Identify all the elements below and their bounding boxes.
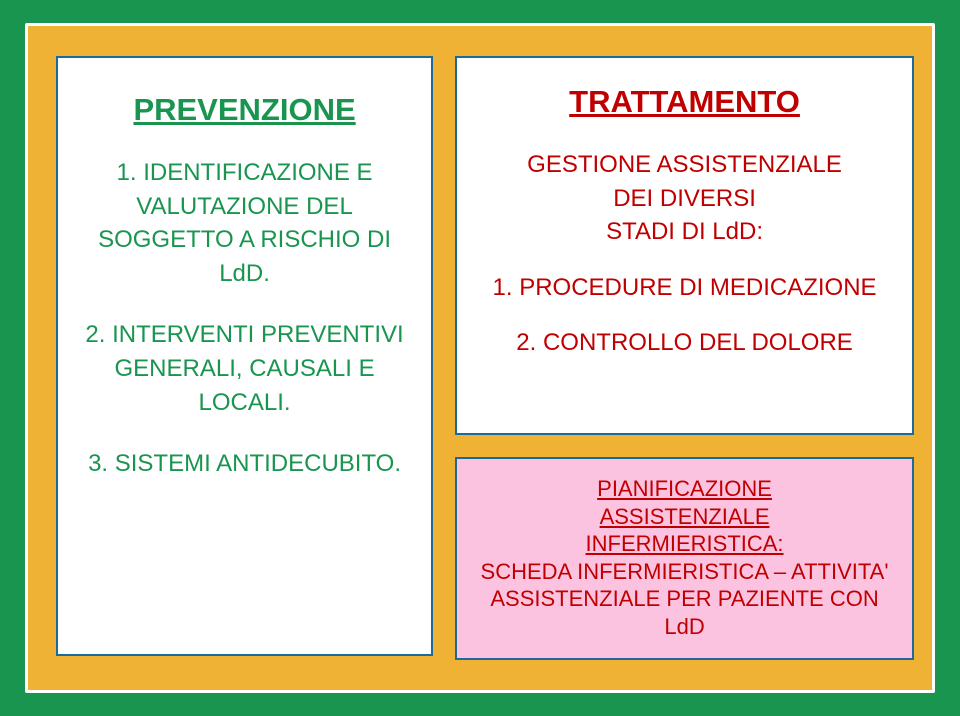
left-column: PREVENZIONE 1. IDENTIFICAZIONE E VALUTAZ… <box>56 56 433 660</box>
trattamento-title: TRATTAMENTO <box>471 84 898 120</box>
prevenzione-card: PREVENZIONE 1. IDENTIFICAZIONE E VALUTAZ… <box>56 56 433 656</box>
prevenzione-item-1: 1. IDENTIFICAZIONE E VALUTAZIONE DEL SOG… <box>72 156 417 290</box>
prevenzione-title: PREVENZIONE <box>72 92 417 128</box>
pian-l2: ASSISTENZIALE <box>469 503 900 531</box>
trattamento-intro-l3: STADI DI LdD: <box>471 215 898 249</box>
prevenzione-item-3: 3. SISTEMI ANTIDECUBITO. <box>72 447 417 481</box>
pian-l3: INFERMIERISTICA: <box>469 530 900 558</box>
right-column: TRATTAMENTO GESTIONE ASSISTENZIALE DEI D… <box>455 56 914 660</box>
trattamento-item-1: 1. PROCEDURE DI MEDICAZIONE <box>471 271 898 305</box>
trattamento-intro-l2: DEI DIVERSI <box>471 182 898 216</box>
pianificazione-card: PIANIFICAZIONE ASSISTENZIALE INFERMIERIS… <box>455 457 914 660</box>
prevenzione-item-2: 2. INTERVENTI PREVENTIVI GENERALI, CAUSA… <box>72 318 417 419</box>
slide-container: PREVENZIONE 1. IDENTIFICAZIONE E VALUTAZ… <box>25 23 935 693</box>
trattamento-intro-l1: GESTIONE ASSISTENZIALE <box>471 148 898 182</box>
trattamento-item-2: 2. CONTROLLO DEL DOLORE <box>471 326 898 360</box>
pian-l4: SCHEDA INFERMIERISTICA – ATTIVITA' ASSIS… <box>469 558 900 641</box>
trattamento-card: TRATTAMENTO GESTIONE ASSISTENZIALE DEI D… <box>455 56 914 435</box>
pian-l1: PIANIFICAZIONE <box>469 475 900 503</box>
